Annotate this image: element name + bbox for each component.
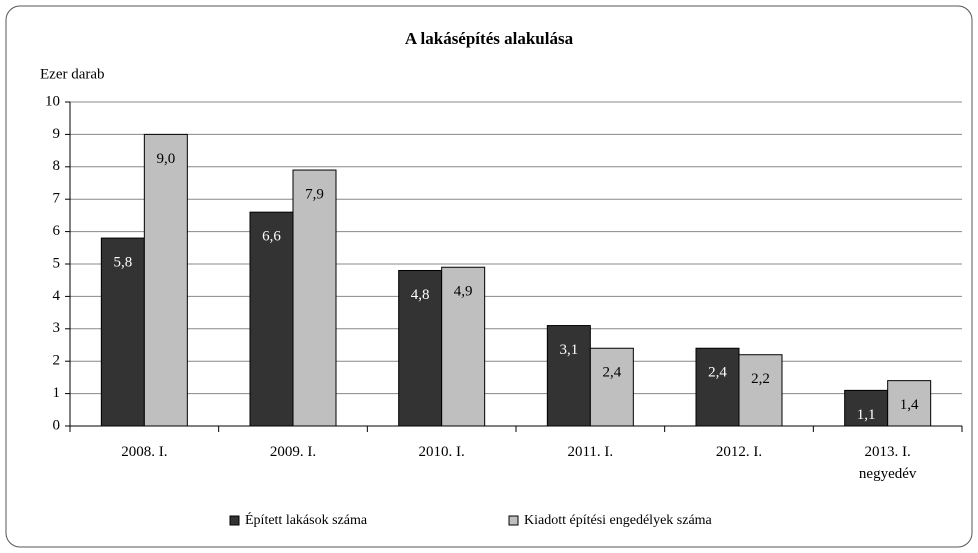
data-label: 9,0	[156, 151, 175, 167]
bar	[398, 269, 443, 427]
legend-label: Kiadott építési engedélyek száma	[524, 513, 713, 528]
y-axis-label: Ezer darab	[40, 66, 105, 82]
legend-label: Épített lakások száma	[245, 511, 368, 528]
y-tick-label: 6	[53, 223, 61, 239]
y-tick-label: 4	[53, 288, 61, 304]
y-tick-label: 1	[53, 385, 61, 401]
bar	[249, 211, 294, 427]
x-tick-label: 2013. I. negyedév	[858, 444, 917, 482]
data-label: 1,4	[900, 397, 919, 413]
y-tick-label: 3	[53, 320, 61, 336]
x-tick-label: 2012. I.	[715, 444, 763, 460]
data-label: 2,4	[602, 365, 621, 381]
bar	[100, 237, 145, 427]
data-label: 1,1	[857, 407, 876, 423]
data-label: 2,4	[708, 365, 727, 381]
bar	[441, 266, 486, 427]
y-tick-label: 10	[45, 93, 60, 109]
y-tick-label: 9	[53, 126, 61, 142]
data-label: 2,2	[751, 371, 770, 387]
bar	[738, 354, 783, 427]
bar	[589, 347, 634, 427]
x-tick-label: 2008. I.	[121, 444, 168, 460]
data-label: 3,1	[559, 342, 578, 358]
x-tick-label: 2010. I.	[418, 444, 465, 460]
legend-swatch	[229, 515, 240, 526]
bar	[844, 389, 889, 427]
y-tick-label: 2	[53, 353, 61, 369]
data-label: 4,8	[411, 287, 430, 303]
data-label: 6,6	[262, 229, 281, 245]
data-label: 4,9	[454, 284, 473, 300]
bar	[546, 325, 591, 427]
y-tick-label: 0	[53, 417, 61, 433]
x-tick-label: 2009. I.	[269, 444, 317, 460]
x-tick-label: 2011. I.	[567, 444, 614, 460]
data-label: 7,9	[305, 186, 324, 202]
legend-swatch	[508, 515, 519, 526]
bar	[143, 133, 188, 427]
bar	[695, 347, 740, 427]
y-tick-label: 8	[53, 158, 61, 174]
y-tick-label: 7	[53, 191, 61, 207]
data-label: 5,8	[113, 255, 132, 271]
chart-title: A lakásépítés alakulása	[405, 29, 574, 48]
bar	[292, 169, 337, 427]
y-tick-label: 5	[53, 255, 61, 271]
bar	[887, 380, 932, 427]
